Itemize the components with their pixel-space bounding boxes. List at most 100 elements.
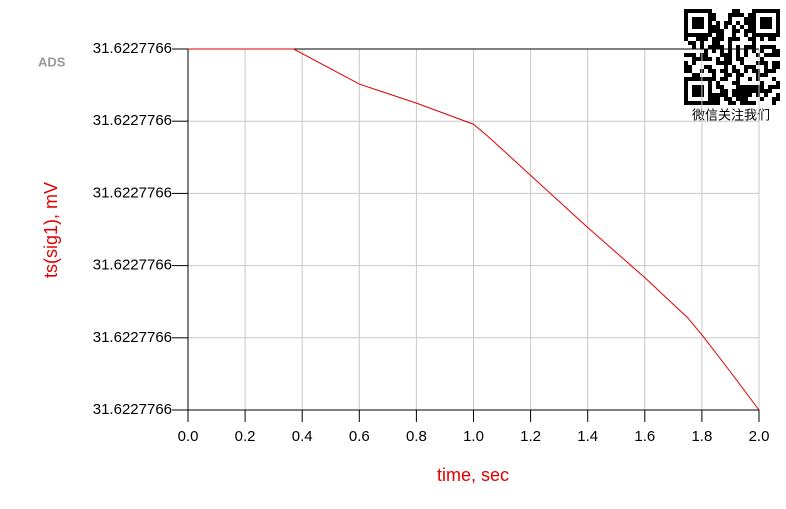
qr-cell xyxy=(772,33,776,37)
qr-cell xyxy=(776,33,780,37)
qr-cell xyxy=(760,17,764,21)
qr-cell xyxy=(700,9,704,13)
qr-cell xyxy=(724,65,728,69)
qr-cell xyxy=(744,29,748,33)
qr-cell xyxy=(776,61,780,65)
qr-cell xyxy=(716,85,720,89)
y-tick-label: 31.6227766 xyxy=(93,329,172,346)
qr-cell xyxy=(748,37,752,41)
qr-cell xyxy=(724,57,728,61)
qr-cell xyxy=(688,9,692,13)
qr-cell xyxy=(684,13,688,17)
qr-cell xyxy=(708,89,712,93)
qr-cell xyxy=(756,89,760,93)
qr-cell xyxy=(688,53,692,57)
qr-cell xyxy=(760,9,764,13)
qr-cell xyxy=(692,101,696,105)
qr-cell xyxy=(732,93,736,97)
qr-cell xyxy=(704,101,708,105)
qr-cell xyxy=(712,13,716,17)
qr-cell xyxy=(708,65,712,69)
qr-cell xyxy=(736,97,740,101)
qr-cell xyxy=(756,93,760,97)
qr-cell xyxy=(716,25,720,29)
qr-cell xyxy=(736,21,740,25)
qr-cell xyxy=(764,73,768,77)
qr-cell xyxy=(764,25,768,29)
qr-cell xyxy=(708,17,712,21)
qr-cell xyxy=(724,89,728,93)
qr-cell xyxy=(744,21,748,25)
qr-cell xyxy=(728,97,732,101)
qr-cell xyxy=(712,37,716,41)
qr-cell xyxy=(772,77,776,81)
qr-cell xyxy=(696,57,700,61)
qr-cell xyxy=(760,97,764,101)
qr-cell xyxy=(768,9,772,13)
qr-cell xyxy=(720,53,724,57)
qr-cell xyxy=(744,53,748,57)
qr-cell xyxy=(716,37,720,41)
qr-cell xyxy=(748,29,752,33)
qr-cell xyxy=(708,9,712,13)
qr-cell xyxy=(728,45,732,49)
qr-cell xyxy=(712,41,716,45)
qr-cell xyxy=(744,45,748,49)
qr-cell xyxy=(776,29,780,33)
qr-cell xyxy=(712,45,716,49)
y-tick-label: 31.6227766 xyxy=(93,40,172,57)
qr-cell xyxy=(748,65,752,69)
qr-cell xyxy=(772,53,776,57)
qr-cell xyxy=(736,85,740,89)
qr-cell xyxy=(776,85,780,89)
qr-cell xyxy=(728,61,732,65)
qr-cell xyxy=(772,45,776,49)
qr-cell xyxy=(740,89,744,93)
qr-cell xyxy=(760,25,764,29)
x-tick-label: 1.6 xyxy=(634,428,655,445)
x-tick-label: 1.8 xyxy=(691,428,712,445)
qr-cell xyxy=(728,49,732,53)
qr-cell xyxy=(696,25,700,29)
qr-cell xyxy=(716,61,720,65)
qr-cell xyxy=(744,65,748,69)
qr-cell xyxy=(720,85,724,89)
qr-cell xyxy=(692,17,696,21)
qr-cell xyxy=(704,77,708,81)
qr-cell xyxy=(692,33,696,37)
qr-cell xyxy=(740,57,744,61)
qr-cell xyxy=(720,33,724,37)
qr-cell xyxy=(720,77,724,81)
qr-cell xyxy=(752,101,756,105)
qr-cell xyxy=(760,73,764,77)
qr-cell xyxy=(748,77,752,81)
qr-cell xyxy=(712,77,716,81)
qr-cell xyxy=(760,85,764,89)
x-tick-label: 0.2 xyxy=(235,428,256,445)
qr-cell xyxy=(684,21,688,25)
qr-cell xyxy=(752,33,756,37)
qr-cell xyxy=(712,29,716,33)
qr-cell xyxy=(756,53,760,57)
qr-cell xyxy=(768,25,772,29)
qr-cell xyxy=(688,41,692,45)
qr-cell xyxy=(692,73,696,77)
qr-cell xyxy=(760,33,764,37)
qr-cell xyxy=(708,101,712,105)
qr-cell xyxy=(760,81,764,85)
qr-cell xyxy=(724,77,728,81)
qr-cell xyxy=(720,89,724,93)
qr-cell xyxy=(716,21,720,25)
qr-cell xyxy=(752,69,756,73)
qr-cell xyxy=(768,17,772,21)
qr-cell xyxy=(684,101,688,105)
qr-cell xyxy=(752,45,756,49)
qr-cell xyxy=(772,61,776,65)
qr-cell xyxy=(700,25,704,29)
qr-cell xyxy=(684,53,688,57)
qr-cell xyxy=(724,73,728,77)
qr-cell xyxy=(776,53,780,57)
qr-cell xyxy=(704,33,708,37)
qr-cell xyxy=(712,73,716,77)
qr-cell xyxy=(728,53,732,57)
